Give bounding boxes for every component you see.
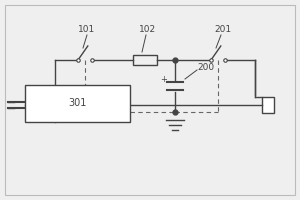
Text: 201: 201 <box>214 25 232 34</box>
Text: 102: 102 <box>140 25 157 34</box>
Text: 301: 301 <box>68 98 87 108</box>
Text: 200: 200 <box>197 63 214 72</box>
Text: 101: 101 <box>78 25 96 34</box>
Bar <box>262 97 274 113</box>
Bar <box>133 55 157 65</box>
Text: +: + <box>160 75 167 84</box>
Bar <box>25 85 130 122</box>
